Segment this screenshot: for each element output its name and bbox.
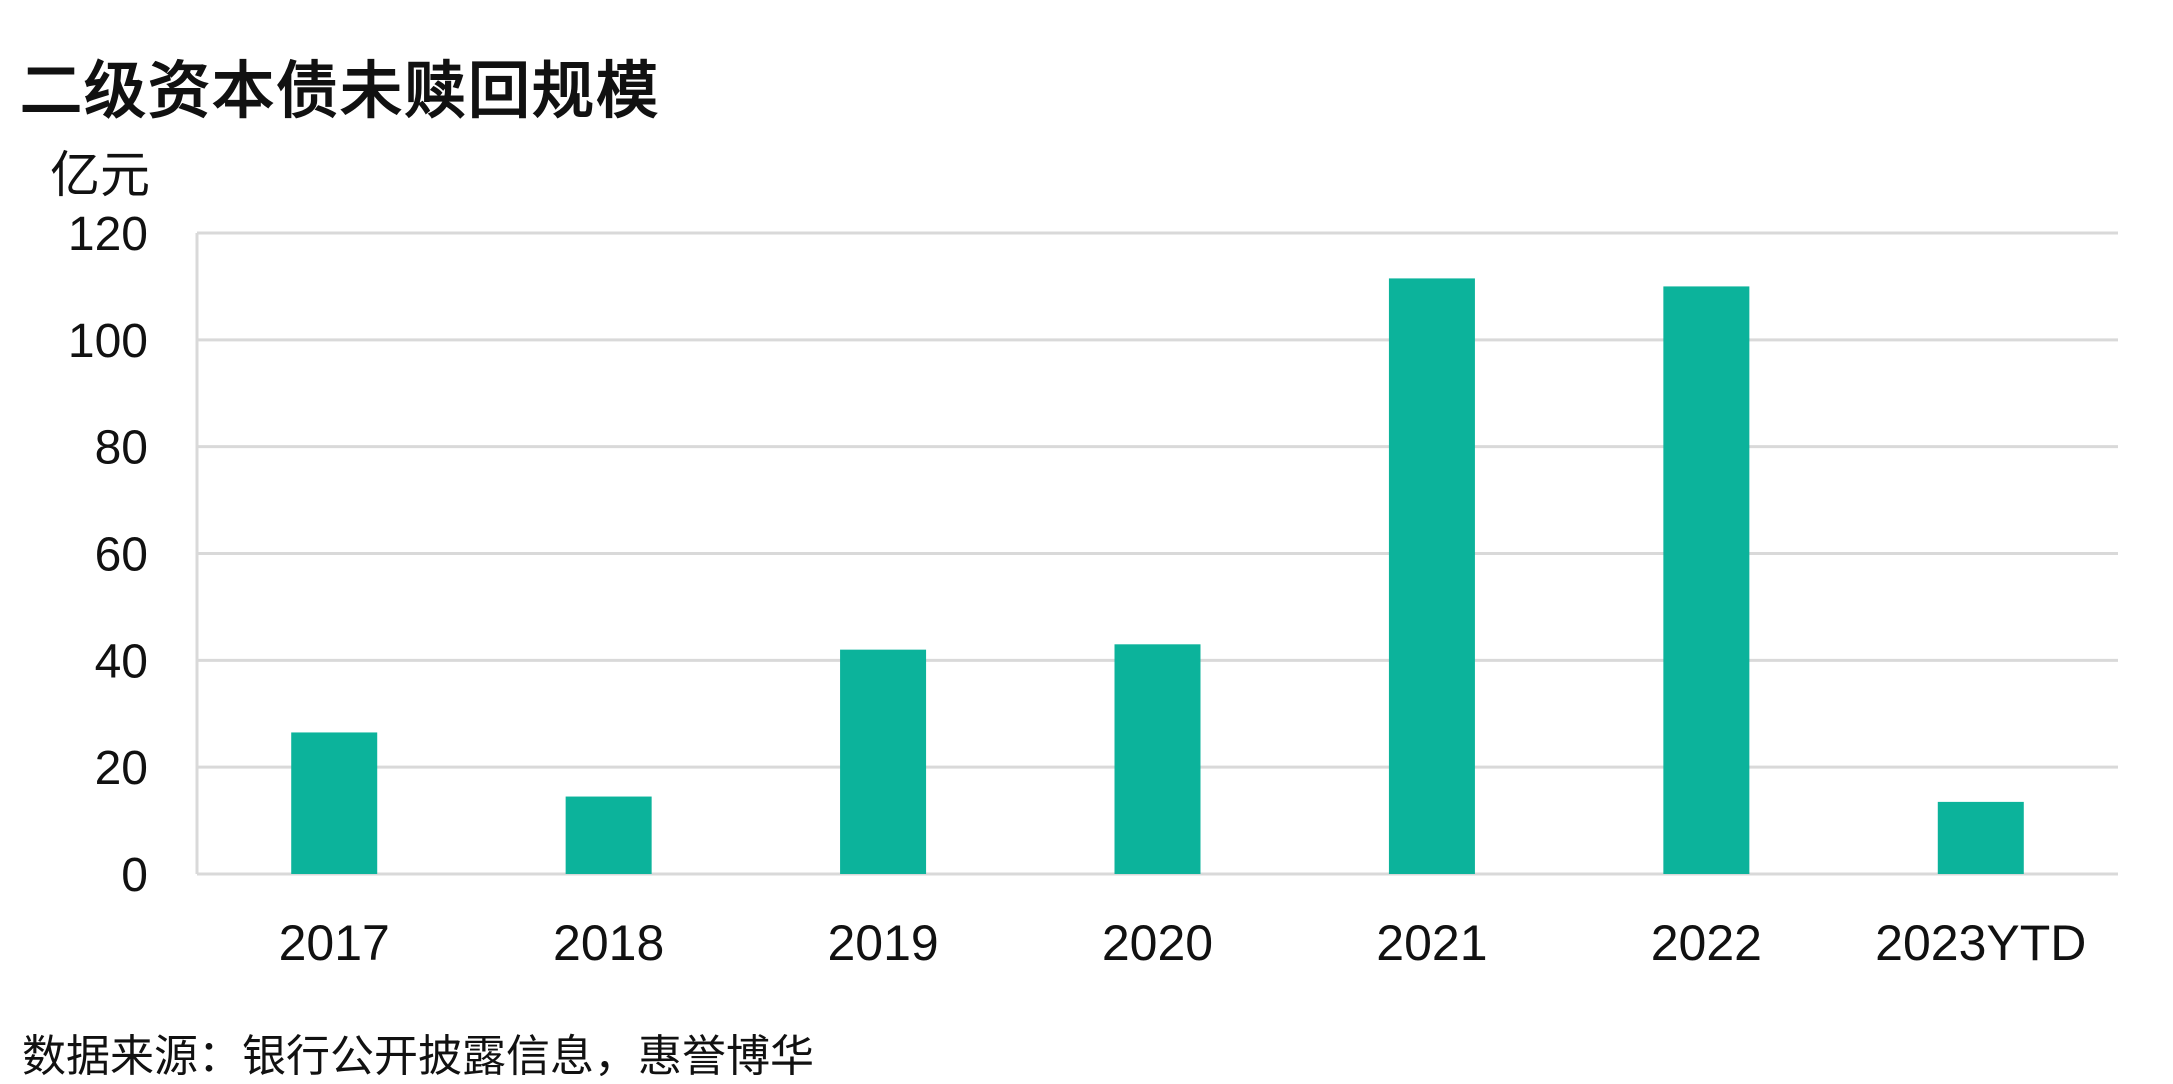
y-tick-label: 80: [95, 422, 148, 475]
x-tick-label: 2017: [279, 915, 390, 971]
y-axis-ticks: 0 20 40 60 80 100 120: [68, 208, 148, 902]
x-tick-label: 2020: [1102, 915, 1213, 971]
chart-title: 二级资本债未赎回规模: [20, 54, 661, 127]
x-tick-label: 2021: [1376, 915, 1487, 971]
bars: [291, 278, 2024, 875]
x-axis-ticks: 2017 2018 2019 2020 2021 2022 2023YTD: [279, 915, 2087, 971]
x-tick-label: 2023YTD: [1875, 915, 2086, 971]
bar-2019: [840, 649, 927, 874]
bar-2020: [1114, 644, 1201, 874]
bar-2018: [565, 796, 652, 874]
x-tick-label: 2018: [553, 915, 664, 971]
y-tick-label: 120: [68, 208, 148, 261]
y-axis-unit-label: 亿元: [50, 146, 150, 204]
y-tick-label: 20: [95, 742, 148, 795]
bar-2017: [291, 732, 378, 874]
x-tick-label: 2019: [827, 915, 938, 971]
source-note: 数据来源：银行公开披露信息，惠誉博华: [22, 1031, 814, 1082]
y-tick-label: 100: [68, 315, 148, 368]
bar-2022: [1663, 286, 1750, 875]
y-tick-label: 0: [121, 849, 148, 902]
y-tick-label: 40: [95, 635, 148, 688]
bar-2021: [1388, 278, 1475, 874]
bar-2023YTD: [1937, 801, 2024, 874]
x-tick-label: 2022: [1651, 915, 1762, 971]
y-tick-label: 60: [95, 529, 148, 582]
